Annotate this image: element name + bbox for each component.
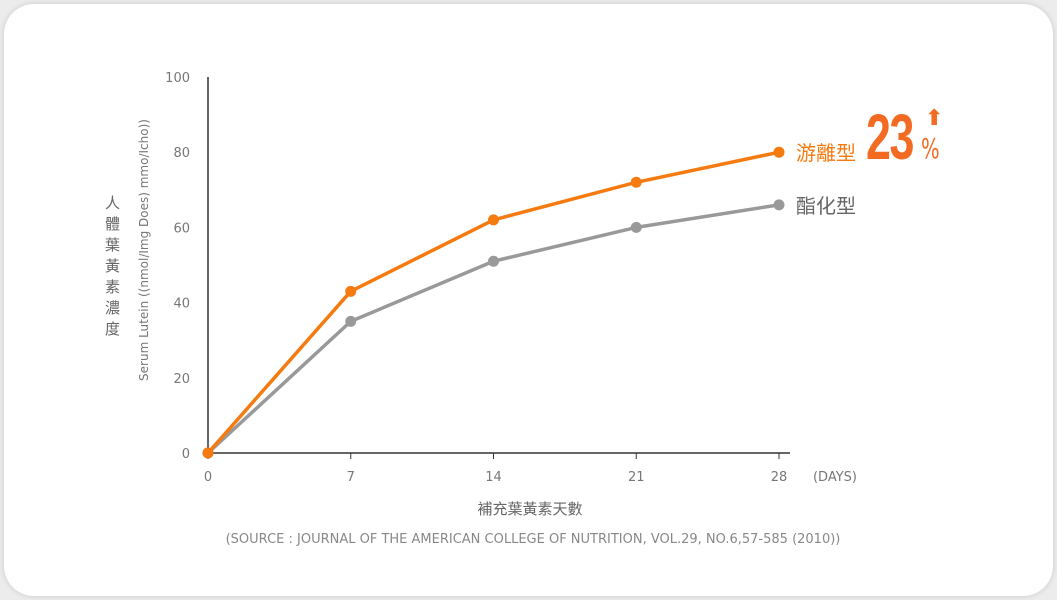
- data-point: [202, 447, 214, 459]
- y-tick-label: 80: [173, 146, 190, 161]
- x-axis-title: 補充葉黃素天數: [477, 500, 582, 518]
- data-point: [488, 255, 499, 267]
- increase-percent: 23: [866, 101, 914, 173]
- y-tick-label: 0: [182, 447, 190, 462]
- series-line-酯化型: [206, 203, 780, 455]
- x-unit-label: (DAYS): [813, 470, 857, 485]
- y-axis-label-en: Serum Lutein ((nmol/Img Does) mmo/Icho)): [137, 119, 151, 381]
- data-point: [630, 176, 642, 188]
- y-tick-label: 60: [173, 221, 190, 236]
- x-tick-label: 21: [628, 470, 645, 485]
- percent-symbol: %: [921, 132, 940, 165]
- legend-label: 游離型: [796, 141, 856, 165]
- legend-label: 酯化型: [796, 194, 856, 218]
- x-tick-label: 14: [485, 470, 502, 485]
- x-tick-label: 0: [204, 470, 212, 485]
- y-tick-label: 20: [173, 372, 190, 387]
- x-tick-label: 28: [771, 470, 788, 485]
- y-tick-label: 100: [165, 71, 190, 86]
- x-tick-label: 7: [347, 470, 355, 485]
- arrow-up-icon: ⬆: [925, 106, 944, 131]
- source-note: (SOURCE : JOURNAL OF THE AMERICAN COLLEG…: [226, 532, 841, 547]
- data-point: [773, 146, 785, 158]
- data-point: [345, 285, 357, 297]
- data-point: [345, 315, 357, 327]
- chart-card: [4, 4, 1053, 596]
- data-point: [488, 214, 499, 226]
- series-line-游離型: [206, 150, 780, 455]
- y-axis-label-zh: 人體葉黃素濃度: [105, 194, 121, 338]
- data-point: [630, 221, 642, 233]
- data-point: [773, 199, 785, 211]
- y-tick-label: 40: [173, 297, 190, 312]
